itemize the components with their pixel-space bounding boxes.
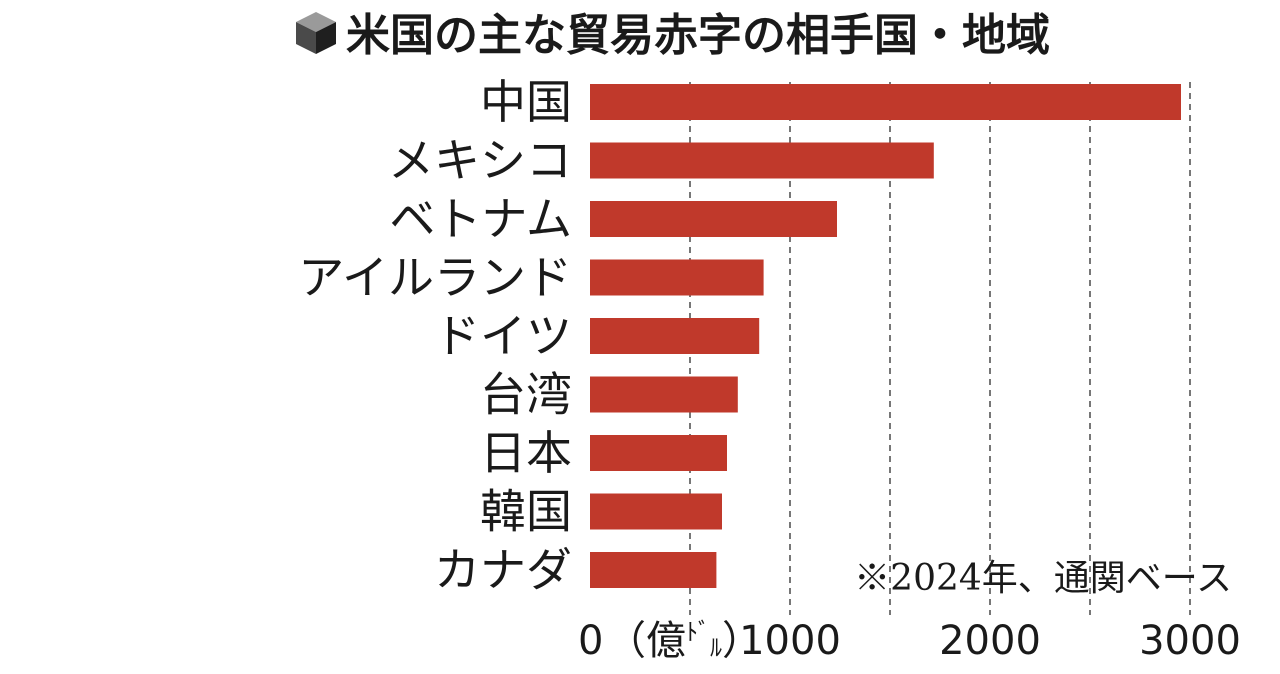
tick-label: 3000 <box>1139 618 1241 664</box>
bar-8 <box>590 552 717 588</box>
unit-label-part: ） <box>722 618 762 664</box>
category-label: 中国 <box>480 75 572 129</box>
tick-label: 2000 <box>939 618 1041 664</box>
tick-label: 0 <box>578 618 603 664</box>
bar-5 <box>590 376 738 413</box>
category-label: 韓国 <box>480 485 572 539</box>
chart-note: ※2024年、通関ベース <box>854 558 1232 599</box>
bar-4 <box>590 318 760 354</box>
unit-label-part: ﾙ <box>710 634 722 662</box>
chart-title: 米国の主な貿易赤字の相手国・地域 <box>346 10 1050 61</box>
category-label: 台湾 <box>480 368 572 422</box>
category-label: 日本 <box>480 426 572 480</box>
category-label: メキシコ <box>388 134 572 188</box>
bar-1 <box>590 142 934 179</box>
bar-6 <box>590 435 727 471</box>
chart-title-group: 米国の主な貿易赤字の相手国・地域 <box>296 10 1050 61</box>
unit-label: （億ﾄﾞﾙ） <box>606 618 762 664</box>
bar-7 <box>590 493 722 530</box>
x-axis-ticks: 0 1000 2000 3000 （億ﾄﾞﾙ） <box>578 618 1241 664</box>
category-label: アイルランド <box>298 251 572 305</box>
category-label: ドイツ <box>434 309 572 363</box>
unit-label-part: （億 <box>606 618 686 664</box>
bar-0 <box>590 84 1181 120</box>
category-label: カナダ <box>434 543 572 597</box>
cube-icon <box>296 12 336 54</box>
bar-3 <box>590 259 764 296</box>
unit-label-part: ﾄﾞ <box>686 618 710 646</box>
bar-2 <box>590 201 837 237</box>
bars <box>590 84 1181 588</box>
tick-label: 1000 <box>739 618 841 664</box>
category-label: ベトナム <box>389 192 572 246</box>
